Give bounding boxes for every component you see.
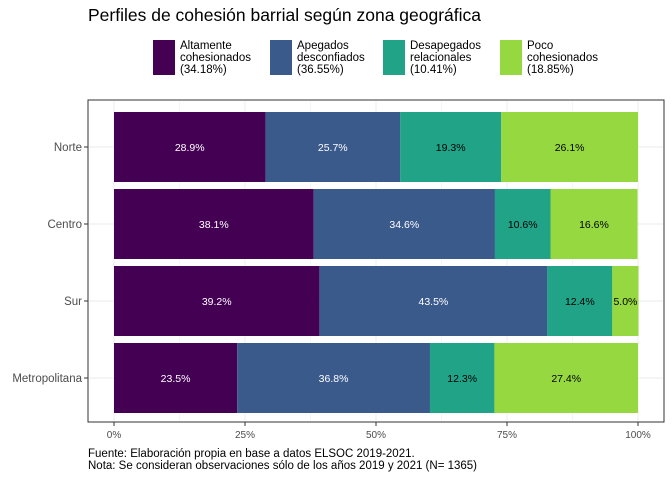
bar-segment [494, 343, 638, 413]
caption-source: Fuente: Elaboración propia en base a dat… [88, 448, 415, 460]
bar-data-label: 34.6% [389, 219, 419, 231]
legend-swatch [270, 40, 292, 75]
bar-segment [265, 112, 401, 182]
bar-segment [313, 189, 495, 259]
bar-data-label: 5.0% [613, 296, 637, 308]
caption-note: Nota: Se consideran observaciones sólo d… [88, 460, 478, 472]
bar-segment [114, 343, 238, 413]
bar-segment [319, 266, 548, 336]
axes: Norte Centro Sur Metropolitana 0% 25% 50% 75% 10… [12, 142, 651, 441]
y-tick-label: Sur [64, 296, 82, 308]
legend-swatch [153, 40, 175, 75]
bar-segment [114, 189, 314, 259]
x-tick-label: 25% [235, 430, 255, 441]
caption: Fuente: Elaboración propia en base a dat… [88, 448, 477, 472]
bar-data-label: 12.3% [447, 373, 477, 385]
legend-item-apegados-desconfiados: Apegados desconfiados (36.55%) [270, 40, 365, 76]
bar-segment [494, 189, 551, 259]
legend-swatch [383, 40, 405, 75]
y-tick-label: Norte [54, 142, 82, 154]
legend-label: Poco cohesionados (18.85%) [527, 40, 598, 76]
x-tick-label: 0% [107, 430, 122, 441]
chart-title: Perfiles de cohesión barrial según zona … [88, 5, 482, 25]
legend-swatch [500, 40, 522, 75]
bar-segment [114, 112, 266, 182]
bar-segment [612, 266, 639, 336]
bar-data-label: 23.5% [161, 373, 191, 385]
y-tick-label: Metropolitana [12, 373, 82, 385]
bar-segment [429, 343, 495, 413]
legend-label: Altamente cohesionados (34.18%) [180, 40, 251, 76]
bar-data-label: 12.4% [565, 296, 595, 308]
legend-item-poco-cohesionados: Poco cohesionados (18.85%) [500, 40, 598, 76]
bar-data-label: 36.8% [319, 373, 349, 385]
bar-data-label: 10.6% [508, 219, 538, 231]
legend-item-desapegados-relacionales: Desapegados relacionales (10.41%) [383, 40, 481, 76]
bar-data-label: 16.6% [579, 219, 609, 231]
x-tick-label: 75% [497, 430, 517, 441]
legend-item-altamente-cohesionados: Altamente cohesionados (34.18%) [153, 40, 251, 76]
legend-label: Apegados desconfiados (36.55%) [297, 40, 365, 76]
y-tick-label: Centro [47, 219, 82, 231]
bar-data-label: 26.1% [555, 142, 585, 154]
bar-segment [501, 112, 638, 182]
x-tick-label: 50% [366, 430, 386, 441]
bar-data-label: 25.7% [318, 142, 348, 154]
bar-data-label: 27.4% [551, 373, 581, 385]
bar-data-label: 19.3% [436, 142, 466, 154]
bar-data-label: 28.9% [175, 142, 205, 154]
legend-label: Desapegados relacionales (10.41%) [410, 40, 481, 76]
bar-data-label: 43.5% [418, 296, 448, 308]
bar-data-label: 39.2% [202, 296, 232, 308]
bar-segment [547, 266, 613, 336]
bar-segment [237, 343, 430, 413]
bar-segment [550, 189, 638, 259]
bar-segment [114, 266, 320, 336]
bars: 28.9% 25.7% 19.3% 26.1% 38.1% 34.6% 10.6% 16.6%… [114, 112, 639, 413]
x-tick-label: 100% [625, 430, 651, 441]
bar-segment [400, 112, 502, 182]
bar-data-label: 38.1% [199, 219, 229, 231]
